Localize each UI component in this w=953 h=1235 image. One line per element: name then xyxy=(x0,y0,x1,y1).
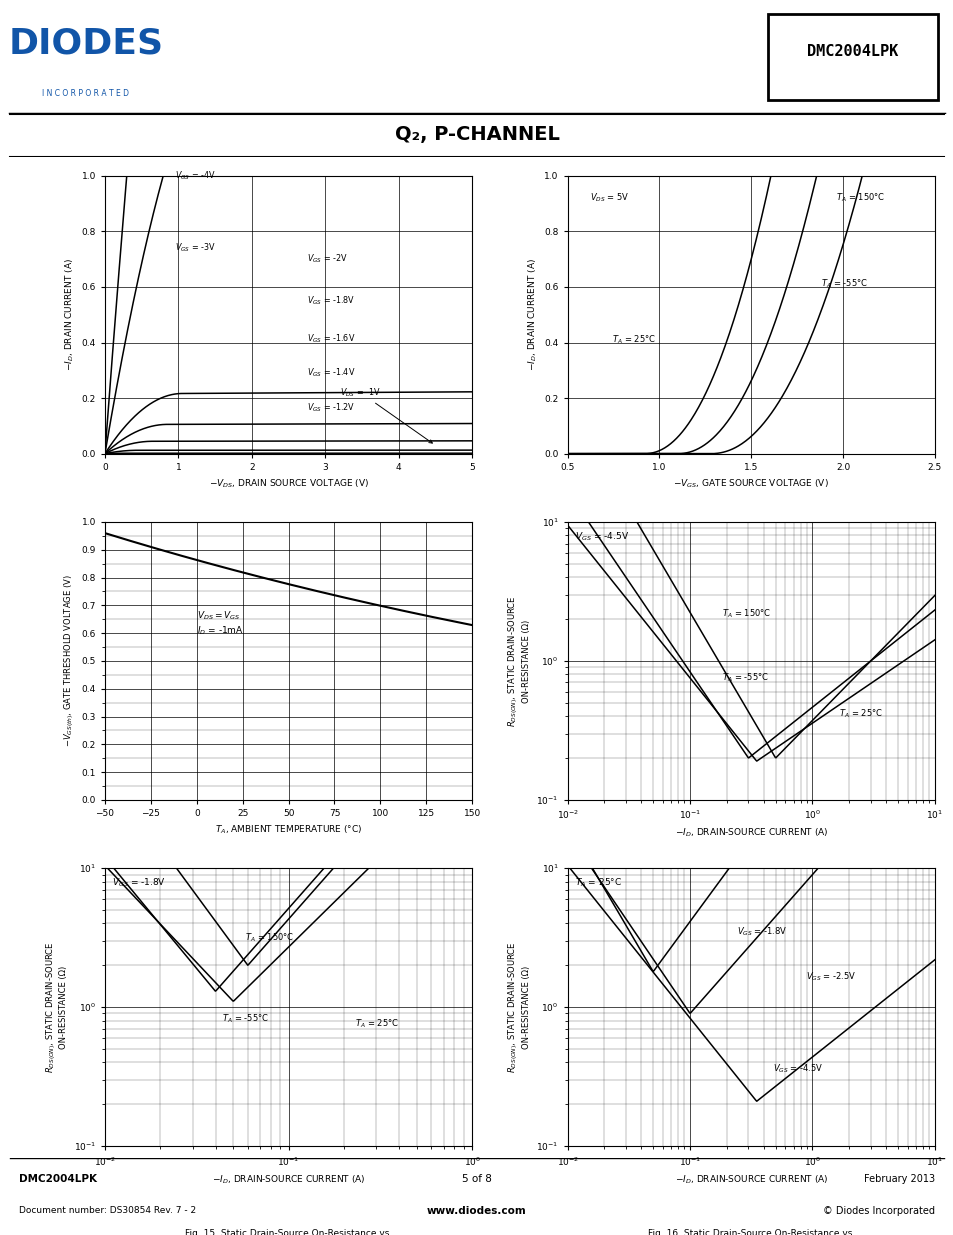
Text: Fig. 14  Static Drain-Source On-Resistance vs. Drain Current: Fig. 14 Static Drain-Source On-Resistanc… xyxy=(615,878,886,887)
Text: $V_{GS}$ = -1.8V: $V_{GS}$ = -1.8V xyxy=(307,295,355,308)
Text: February 2013: February 2013 xyxy=(862,1173,934,1183)
Text: $T_A$ = 25°C: $T_A$ = 25°C xyxy=(355,1018,398,1030)
Text: Fig. 13  Gate Threshold Voltage vs. Ambient Temperature: Fig. 13 Gate Threshold Voltage vs. Ambie… xyxy=(159,878,417,887)
Text: $T_A$ = 150°C: $T_A$ = 150°C xyxy=(835,191,884,204)
Text: $V_{GS}$ = -1.4V: $V_{GS}$ = -1.4V xyxy=(307,367,355,379)
X-axis label: $-I_D$, DRAIN-SOURCE CURRENT (A): $-I_D$, DRAIN-SOURCE CURRENT (A) xyxy=(212,1173,365,1186)
Y-axis label: $R_{DS(ON)}$, STATIC DRAIN-SOURCE
ON-RESISTANCE (Ω): $R_{DS(ON)}$, STATIC DRAIN-SOURCE ON-RES… xyxy=(44,941,68,1073)
Text: $V_{GS}$ = -1.8V: $V_{GS}$ = -1.8V xyxy=(112,877,166,889)
Text: Fig. 12  Typical Transfer Characteristics: Fig. 12 Typical Transfer Characteristics xyxy=(662,531,839,541)
Text: DIODES: DIODES xyxy=(9,26,163,61)
Bar xyxy=(767,14,937,100)
X-axis label: $-I_D$, DRAIN-SOURCE CURRENT (A): $-I_D$, DRAIN-SOURCE CURRENT (A) xyxy=(674,827,827,840)
Text: $T_A$ = -55°C: $T_A$ = -55°C xyxy=(721,672,768,684)
Text: $T_A$ = 25°C: $T_A$ = 25°C xyxy=(839,708,882,720)
Text: I N C O R P O R A T E D: I N C O R P O R A T E D xyxy=(42,89,130,98)
Text: © Diodes Incorporated: © Diodes Incorporated xyxy=(822,1205,934,1216)
Text: Fig. 11  Typical Output Characteristics: Fig. 11 Typical Output Characteristics xyxy=(202,531,375,541)
Text: Fig. 16  Static Drain-Source On-Resistance vs.
Drain-Source Current vs. Gate Sou: Fig. 16 Static Drain-Source On-Resistanc… xyxy=(647,1230,854,1235)
X-axis label: $T_A$, AMBIENT TEMPERATURE (°C): $T_A$, AMBIENT TEMPERATURE (°C) xyxy=(214,824,362,836)
Text: $V_{GS}$ = -4V: $V_{GS}$ = -4V xyxy=(174,169,215,182)
Text: $V_{GS}$ = -3V: $V_{GS}$ = -3V xyxy=(174,242,215,254)
Y-axis label: $R_{DS(ON)}$, STATIC DRAIN-SOURCE
ON-RESISTANCE (Ω): $R_{DS(ON)}$, STATIC DRAIN-SOURCE ON-RES… xyxy=(506,941,530,1073)
Text: $V_{DS}$ = 5V: $V_{DS}$ = 5V xyxy=(589,191,629,204)
Text: $V_{DS} = V_{GS}$
$I_D$ = -1mA: $V_{DS} = V_{GS}$ $I_D$ = -1mA xyxy=(196,610,243,637)
Text: DMC2004LPK: DMC2004LPK xyxy=(19,1173,97,1183)
Text: $T_A$ = 150°C: $T_A$ = 150°C xyxy=(244,931,294,944)
Text: $V_{GS}$ = -2V: $V_{GS}$ = -2V xyxy=(307,253,348,266)
Text: $V_{DS}$ = -1V: $V_{DS}$ = -1V xyxy=(339,387,432,443)
Text: www.diodes.com: www.diodes.com xyxy=(427,1205,526,1216)
Text: $V_{GS}$ = -1.8V: $V_{GS}$ = -1.8V xyxy=(736,926,786,939)
Y-axis label: $-V_{GS(th)}$, GATE THRESHOLD VOLTAGE (V): $-V_{GS(th)}$, GATE THRESHOLD VOLTAGE (V… xyxy=(62,574,76,747)
Y-axis label: $-I_D$, DRAIN CURRENT (A): $-I_D$, DRAIN CURRENT (A) xyxy=(64,258,76,372)
Text: $V_{GS}$ = -1.2V: $V_{GS}$ = -1.2V xyxy=(307,401,355,414)
Text: $T_A$ = 25°C: $T_A$ = 25°C xyxy=(611,333,655,346)
Text: Fig. 15  Static Drain-Source On-Resistance vs.
Drain Current: Fig. 15 Static Drain-Source On-Resistanc… xyxy=(185,1230,392,1235)
Text: Q₂, P-CHANNEL: Q₂, P-CHANNEL xyxy=(395,125,558,143)
Text: DMC2004LPK: DMC2004LPK xyxy=(806,43,898,58)
X-axis label: $-V_{DS}$, DRAIN SOURCE VOLTAGE (V): $-V_{DS}$, DRAIN SOURCE VOLTAGE (V) xyxy=(209,477,368,490)
Text: $V_{GS}$ = -2.5V: $V_{GS}$ = -2.5V xyxy=(805,971,856,983)
Text: $V_{GS}$ = -4.5V: $V_{GS}$ = -4.5V xyxy=(575,530,629,543)
Text: $T_A$ = 150°C: $T_A$ = 150°C xyxy=(721,608,770,620)
X-axis label: $-V_{GS}$, GATE SOURCE VOLTAGE (V): $-V_{GS}$, GATE SOURCE VOLTAGE (V) xyxy=(673,477,828,490)
Text: $T_A$ = 25°C: $T_A$ = 25°C xyxy=(575,877,621,889)
Y-axis label: $-I_D$, DRAIN CURRENT (A): $-I_D$, DRAIN CURRENT (A) xyxy=(526,258,538,372)
Text: Document number: DS30854 Rev. 7 - 2: Document number: DS30854 Rev. 7 - 2 xyxy=(19,1205,196,1215)
Text: $V_{GS}$ = -4.5V: $V_{GS}$ = -4.5V xyxy=(773,1062,823,1074)
Text: $V_{GS}$ = -1.6V: $V_{GS}$ = -1.6V xyxy=(307,332,355,345)
Text: 5 of 8: 5 of 8 xyxy=(461,1173,492,1183)
Text: $T_A$ = -55°C: $T_A$ = -55°C xyxy=(222,1011,269,1025)
Y-axis label: $R_{DS(ON)}$, STATIC DRAIN-SOURCE
ON-RESISTANCE (Ω): $R_{DS(ON)}$, STATIC DRAIN-SOURCE ON-RES… xyxy=(506,595,530,726)
X-axis label: $-I_D$, DRAIN-SOURCE CURRENT (A): $-I_D$, DRAIN-SOURCE CURRENT (A) xyxy=(674,1173,827,1186)
Text: $T_A$ = -55°C: $T_A$ = -55°C xyxy=(821,278,867,290)
